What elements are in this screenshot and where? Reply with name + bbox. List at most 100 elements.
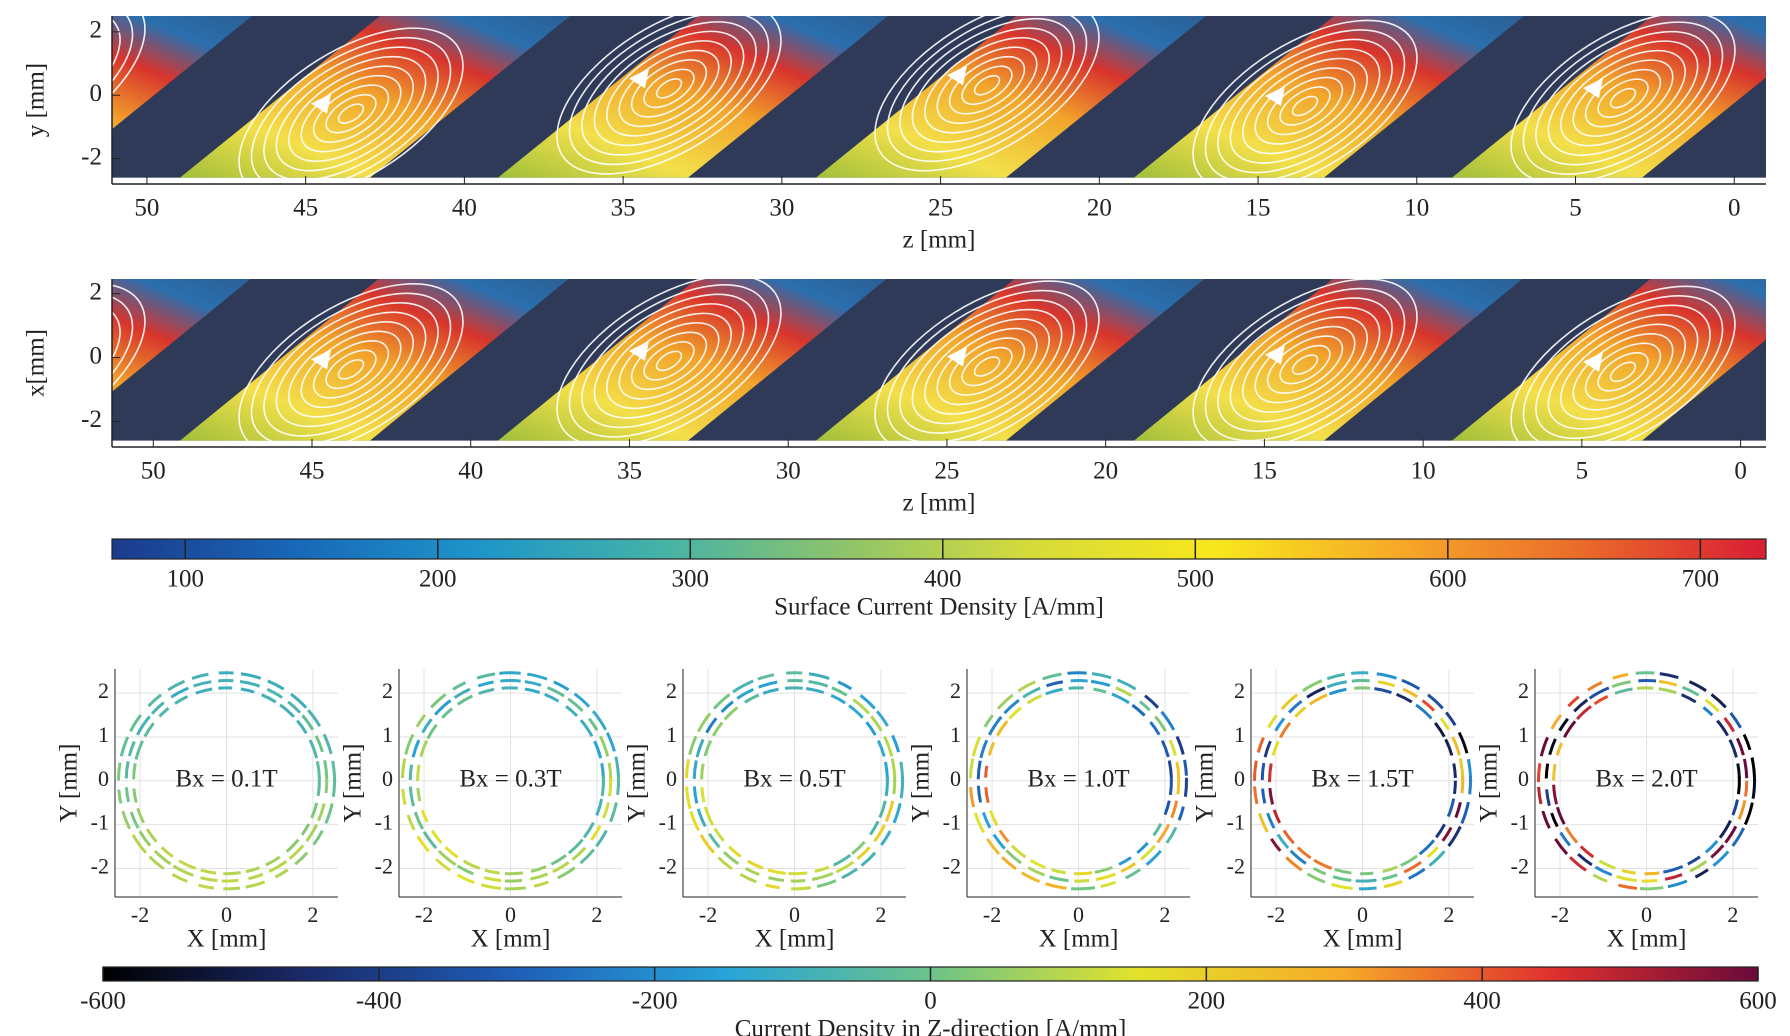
streamline: [288, 65, 414, 162]
stream-arrow: [311, 93, 331, 114]
y-tick-label: -1: [943, 810, 961, 835]
x-tick-label: 2: [1727, 902, 1738, 927]
x-tick-label: 10: [1411, 458, 1436, 485]
streamline: [568, 284, 770, 438]
ring-segment: [984, 765, 989, 778]
x-tick-label: 0: [789, 902, 800, 927]
ring: [400, 671, 621, 891]
ring-segment: [696, 808, 707, 828]
ring-segment: [316, 777, 321, 797]
ring-segment: [996, 720, 1009, 737]
ring-segment: [695, 738, 705, 758]
ring-segment: [134, 740, 144, 760]
ring-segment: [1718, 819, 1732, 839]
y-tick-label: -2: [1227, 854, 1245, 879]
ring-segment: [416, 835, 430, 853]
annotation: Bx = 0.5T: [743, 766, 845, 793]
ring-segment: [1045, 882, 1067, 890]
ring-segment: [1737, 800, 1747, 820]
streamline: [643, 68, 695, 109]
streamline: [238, 27, 464, 184]
ring-segment: [1400, 854, 1419, 867]
ring-segment: [178, 859, 197, 870]
ring-segment: [1289, 849, 1307, 865]
ring-segment: [805, 687, 825, 695]
ring-segment: [1554, 838, 1569, 855]
stream-arrow: [311, 349, 331, 370]
colorbar-label: Current Density in Z-direction [A/mm]: [735, 1016, 1127, 1036]
ring-segment: [1095, 872, 1116, 882]
colorbar-tick-label: 400: [924, 566, 962, 593]
y-axis-label: Y [mm]: [624, 744, 651, 823]
ring-segment: [1152, 822, 1163, 837]
ring-segment: [981, 811, 992, 829]
ring-segment: [743, 693, 760, 704]
ring-segment: [415, 713, 427, 728]
ring-segment: [416, 764, 421, 782]
ring-segment: [758, 680, 778, 689]
ring-segment: [544, 693, 560, 703]
ring-segment: [456, 873, 475, 885]
annotation: Bx = 1.5T: [1311, 766, 1413, 793]
ring-segment: [571, 846, 587, 861]
ring-segment: [590, 825, 602, 841]
colorbar-tick-label: 0: [924, 988, 937, 1015]
ring: [1252, 671, 1473, 891]
x-tick-label: -2: [983, 902, 1001, 927]
streamline: [300, 330, 402, 409]
streamline: [337, 103, 365, 124]
streamline: [874, 280, 1100, 447]
ring-segment: [732, 679, 754, 694]
ring-segment: [499, 671, 521, 675]
ring-segment: [1658, 687, 1677, 695]
ring-segment: [1278, 721, 1292, 739]
ring: [1544, 679, 1749, 883]
streamline: [911, 27, 1063, 144]
ring-segment: [976, 785, 983, 803]
ring-segment: [136, 807, 145, 824]
ring-segment: [1093, 687, 1107, 694]
ring-segment: [1332, 875, 1352, 882]
ring-segment: [1020, 871, 1041, 883]
stream-arrow: [947, 346, 967, 367]
x-tick-label: 35: [611, 195, 636, 222]
ring-segment: [1160, 710, 1176, 731]
ring-segment: [1090, 679, 1111, 688]
ring-segment: [1331, 882, 1353, 890]
surface-band: [1770, 278, 1790, 441]
streamline: [112, 301, 121, 437]
ring-segment: [1334, 868, 1352, 875]
ring-segment: [287, 700, 302, 714]
ring-segment: [1435, 823, 1446, 839]
ring-segment: [703, 739, 713, 757]
streamline: [288, 321, 414, 418]
ring-segment: [1177, 806, 1185, 821]
stream-arrow: [0, 57, 13, 77]
y-axis-label: Y [mm]: [1192, 744, 1219, 823]
ring-segment: [1100, 880, 1117, 889]
ring-segment: [1403, 861, 1422, 874]
y-tick-label: 1: [1518, 722, 1529, 747]
ring-segment: [441, 707, 454, 719]
ring-segment: [998, 829, 1010, 843]
ring-segment: [1326, 680, 1348, 689]
ring-segment: [1003, 698, 1020, 715]
ring-segment: [1614, 687, 1633, 695]
streamline: [325, 349, 377, 390]
ring-segment: [876, 739, 886, 757]
ring-segment: [248, 872, 264, 881]
ring-segment: [1175, 761, 1181, 779]
streamline: [1266, 335, 1344, 394]
y-tick-label: 0: [382, 766, 393, 791]
ring-segment: [524, 687, 541, 695]
ring-segment: [1682, 685, 1700, 697]
stream-arrow: [1265, 86, 1285, 107]
ring-segment: [191, 672, 209, 680]
ring-segment: [452, 681, 467, 691]
ring-segment: [430, 693, 447, 709]
ring-segment: [167, 679, 186, 692]
ring-segment: [143, 722, 155, 738]
ring-segment: [1710, 693, 1727, 709]
ring-segment: [312, 829, 324, 846]
ring-segment: [1544, 763, 1550, 779]
